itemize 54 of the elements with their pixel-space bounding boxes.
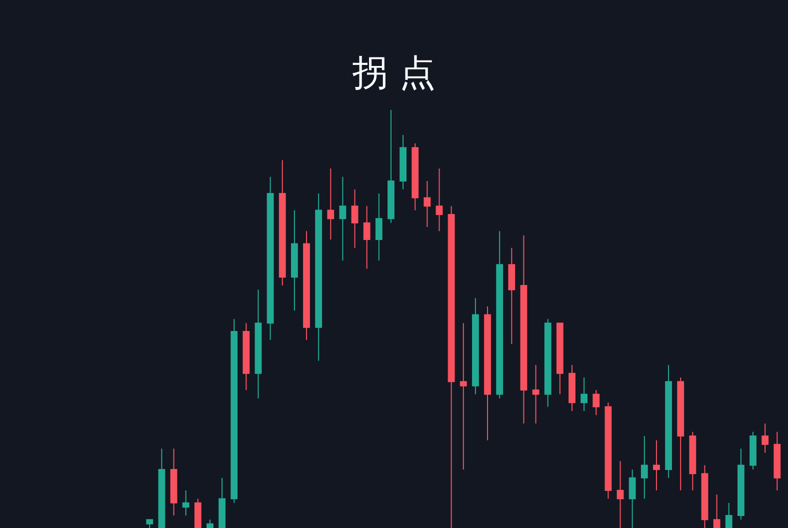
candlestick: [774, 431, 781, 491]
candlestick: [750, 431, 756, 470]
chart-title: 拐 点: [351, 53, 436, 94]
candlestick: [182, 490, 190, 516]
candlestick: [616, 460, 624, 528]
candlestick: [532, 364, 540, 424]
candlestick: [254, 289, 262, 399]
candlestick: [472, 298, 479, 395]
candlestick: [592, 390, 600, 416]
candlestick: [496, 230, 504, 399]
candlestick: [388, 109, 394, 224]
candlestick: [278, 160, 286, 286]
candlestick: [701, 464, 708, 528]
candlestick: [146, 519, 154, 528]
candlestick: [484, 306, 491, 441]
candlestick: [194, 498, 202, 528]
candlestick: [375, 193, 382, 261]
candlestick: [689, 431, 696, 491]
candlestick: [303, 230, 310, 340]
candlestick: [424, 180, 431, 228]
candlestick: [315, 193, 322, 362]
candlestick: [339, 176, 346, 261]
candlestick: [737, 448, 744, 520]
candlestick: [170, 448, 178, 516]
candlestick: [290, 210, 298, 312]
candlestick: [628, 468, 636, 528]
candlestick: [448, 206, 455, 528]
candlestick: [762, 422, 769, 454]
candlestick: [242, 322, 250, 391]
candlestick: [266, 176, 274, 340]
candlestick: [653, 440, 660, 491]
candlestick: [677, 377, 684, 491]
candlestick: [713, 494, 720, 528]
candlestick: [158, 448, 166, 528]
candlestick: [604, 402, 612, 500]
candlestick: [412, 142, 419, 211]
candlestick: [640, 436, 648, 500]
candlestick: [580, 377, 588, 412]
candlestick: [218, 477, 226, 528]
candlestick: [568, 364, 576, 412]
candlestick: [230, 318, 238, 504]
candlestick: [363, 206, 370, 270]
candlestick: [520, 234, 528, 424]
candlestick: [206, 519, 214, 528]
candlestick: [400, 134, 407, 190]
candlestick: [556, 322, 564, 395]
candlestick: [725, 502, 732, 528]
candlestick: [460, 322, 467, 470]
candlestick: [508, 247, 516, 345]
candlestick: [544, 318, 552, 408]
candlestick: [327, 168, 334, 240]
candlestick: [351, 188, 358, 248]
candlestick: [436, 168, 443, 232]
candlestick: [665, 364, 672, 478]
